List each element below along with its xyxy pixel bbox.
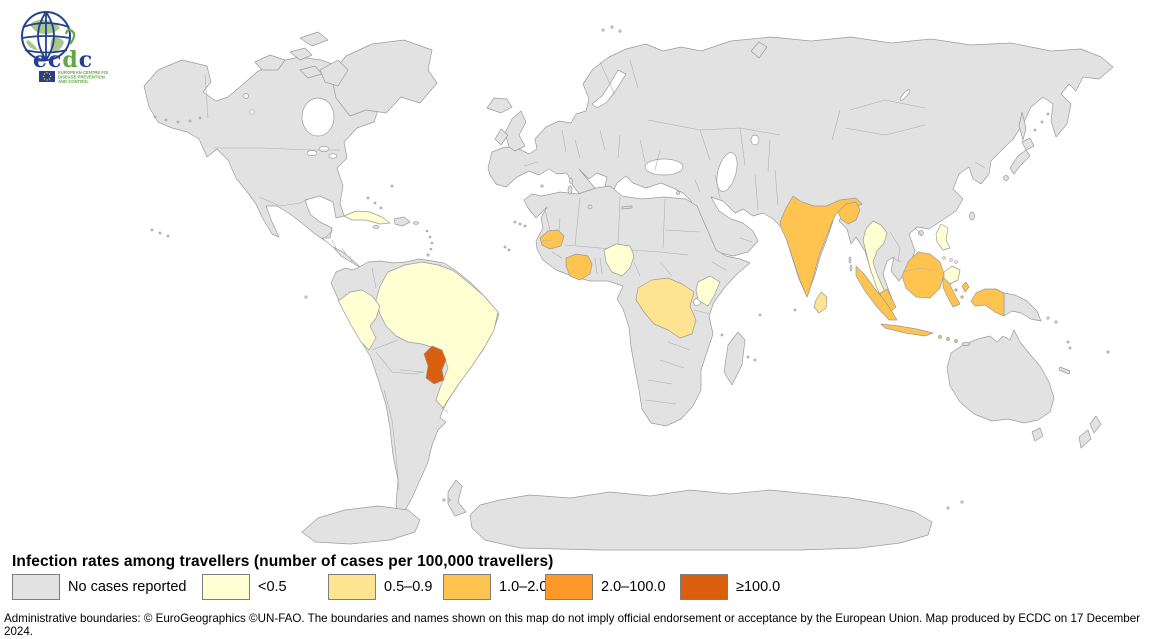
- legend-label: <0.5: [258, 579, 287, 595]
- lake-baikal: [899, 89, 911, 101]
- country-cote-divoire: [565, 253, 593, 281]
- country-halmahera: [961, 281, 970, 293]
- gambia-border: [540, 239, 553, 242]
- legend-label: No cases reported: [68, 579, 187, 595]
- madagascar: [723, 331, 746, 386]
- country-java: [880, 323, 934, 337]
- legend-label: 1.0–2.0: [499, 579, 548, 595]
- globe-icon: [21, 11, 71, 61]
- country-india: [779, 195, 863, 298]
- legend-swatch: [545, 574, 593, 600]
- ireland: [494, 128, 509, 146]
- novaya-zemlya: [750, 41, 768, 59]
- caspian-sea: [716, 152, 738, 192]
- country-nigeria: [603, 243, 635, 277]
- lakes-and-seas: [243, 69, 911, 306]
- country-thailand: [862, 220, 889, 302]
- logo-brand: ecdc: [33, 47, 93, 73]
- logo-brand-c: c: [79, 47, 93, 73]
- country-luzon: [935, 223, 951, 251]
- legend-label: 0.5–0.9: [384, 579, 433, 595]
- baltic-sea: [591, 69, 627, 109]
- country-brazil: [375, 261, 499, 409]
- country-senegal: [539, 229, 565, 250]
- country-drc: [635, 277, 697, 339]
- japan: [1021, 137, 1035, 151]
- eu-flag-icon: [39, 71, 55, 82]
- country-bangladesh: [837, 201, 861, 225]
- legend-swatch: [443, 574, 491, 600]
- legend-item: 0.5–0.9: [328, 573, 432, 601]
- hudson-bay: [301, 97, 335, 137]
- united-kingdom: [504, 110, 527, 152]
- new-zealand: [1089, 415, 1102, 434]
- legend-item: ≥100.0: [680, 573, 780, 601]
- country-paraguay: [423, 345, 447, 385]
- legend-swatch: [202, 574, 250, 600]
- greenland: [330, 39, 438, 117]
- jamaica: [372, 225, 380, 229]
- country-borders: [204, 59, 986, 491]
- africa: [523, 185, 751, 427]
- malaysia-indonesia-border: [903, 267, 935, 273]
- svg-text:EUROPEAN CENTRE FOR: EUROPEAN CENTRE FOR: [58, 70, 108, 75]
- logo-brand-d: d: [62, 47, 78, 73]
- country-sumatra: [855, 265, 898, 321]
- australia: [946, 329, 1055, 424]
- legend-title: Infection rates among travellers (number…: [12, 553, 554, 570]
- world-map: [143, 25, 1114, 551]
- iceland: [486, 97, 513, 114]
- legend-swatch: [328, 574, 376, 600]
- attribution-text: Administrative boundaries: © EuroGeograp…: [4, 612, 1141, 638]
- hainan: [918, 230, 924, 236]
- legend-item: No cases reported: [12, 573, 186, 601]
- legend-row: No cases reported <0.5 0.5–0.9 1.0–2.0 2.0–1…: [0, 573, 1160, 601]
- country-cuba: [343, 210, 391, 225]
- logo-d-curl: [64, 28, 76, 45]
- country-sri-lanka: [813, 291, 828, 314]
- country-mindanao: [943, 265, 961, 285]
- legend-item: 1.0–2.0: [443, 573, 547, 601]
- legend-label: ≥100.0: [736, 579, 781, 595]
- legend-item: <0.5: [202, 573, 287, 601]
- ecdc-logo: ecdc EUROPEAN CENTRE FOR DISEASE PREVENT…: [21, 11, 108, 84]
- antarctica: [301, 505, 421, 545]
- tasmania: [1031, 427, 1044, 442]
- coloured-countries: [337, 195, 1005, 409]
- country-peru: [337, 289, 381, 351]
- legend-item: 2.0–100.0: [545, 573, 666, 601]
- org-name: EUROPEAN CENTRE FOR DISEASE PREVENTION A…: [58, 70, 108, 84]
- country-west-papua: [970, 288, 1005, 317]
- logo-brand-ec: ec: [33, 47, 62, 73]
- papua-new-guinea: [1003, 292, 1042, 322]
- legend-swatch: [12, 574, 60, 600]
- hispaniola: [393, 216, 411, 227]
- svg-text:AND CONTROL: AND CONTROL: [58, 79, 89, 84]
- taiwan: [969, 211, 975, 221]
- svg-text:DISEASE PREVENTION: DISEASE PREVENTION: [58, 75, 105, 80]
- puerto-rico: [413, 221, 419, 225]
- legend-label: 2.0–100.0: [601, 579, 666, 595]
- black-sea: [644, 158, 684, 176]
- legend-swatch: [680, 574, 728, 600]
- country-kenya: [695, 275, 721, 307]
